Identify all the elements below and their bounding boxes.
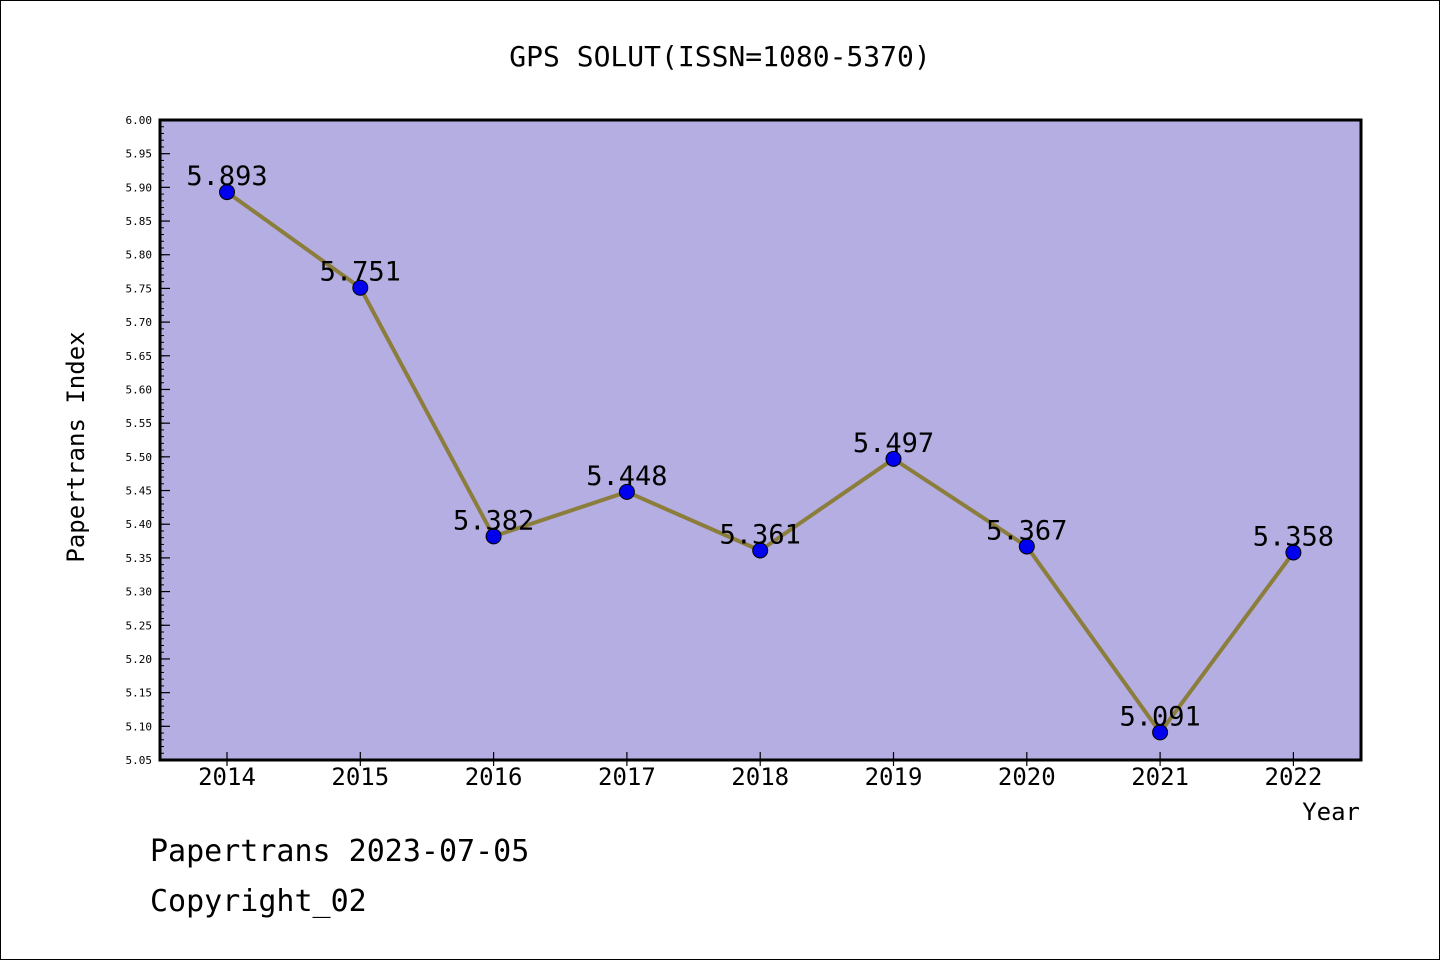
y-tick-label: 5.20 — [126, 653, 153, 666]
footer-copyright-text: Copyright_02 — [150, 884, 367, 919]
data-label: 5.367 — [986, 515, 1067, 546]
data-label: 5.448 — [586, 461, 667, 492]
data-point — [752, 542, 769, 559]
y-tick-label: 5.85 — [126, 215, 153, 228]
chart-title: GPS SOLUT(ISSN=1080-5370) — [509, 40, 930, 73]
y-tick-label: 5.30 — [126, 586, 153, 599]
y-tick-label: 5.25 — [126, 619, 153, 632]
x-tick-label: 2022 — [1265, 763, 1323, 791]
data-label: 5.382 — [453, 505, 534, 536]
x-tick-label: 2016 — [465, 763, 523, 791]
x-tick-label: 2019 — [865, 763, 923, 791]
plot-background — [160, 120, 1361, 760]
data-point — [1018, 538, 1035, 555]
y-tick-label: 5.95 — [126, 148, 153, 161]
x-axis-label: Year — [1302, 798, 1360, 826]
data-point — [885, 450, 902, 467]
data-point — [485, 528, 502, 545]
y-tick-label: 5.50 — [126, 451, 153, 464]
data-label: 5.091 — [1119, 701, 1200, 732]
y-tick-label: 5.05 — [126, 754, 153, 767]
data-point — [1152, 724, 1169, 741]
y-tick-label: 5.75 — [126, 282, 153, 295]
y-tick-label: 5.10 — [126, 720, 153, 733]
data-label: 5.497 — [853, 428, 934, 459]
x-tick-label: 2015 — [331, 763, 389, 791]
data-label: 5.893 — [186, 161, 267, 192]
data-label: 5.358 — [1253, 522, 1334, 553]
x-tick-label: 2021 — [1131, 763, 1189, 791]
data-point — [618, 483, 635, 500]
x-tick-label: 2017 — [598, 763, 656, 791]
y-tick-label: 5.55 — [126, 417, 153, 430]
y-tick-label: 5.40 — [126, 518, 153, 531]
y-tick-label: 5.45 — [126, 485, 153, 498]
y-tick-label: 5.15 — [126, 687, 153, 700]
y-axis-label: Papertrans Index — [62, 331, 90, 562]
y-tick-label: 6.00 — [126, 114, 153, 127]
x-tick-label: 2020 — [998, 763, 1056, 791]
x-tick-label: 2014 — [198, 763, 256, 791]
y-tick-label: 5.65 — [126, 350, 153, 363]
x-tick-label: 2018 — [731, 763, 789, 791]
data-point — [1285, 544, 1302, 561]
y-tick-label: 5.90 — [126, 181, 153, 194]
footer-date-text: Papertrans 2023-07-05 — [150, 834, 530, 869]
plot-border — [158, 118, 1363, 762]
data-point — [352, 279, 369, 296]
y-tick-label: 5.35 — [126, 552, 153, 565]
data-label: 5.751 — [320, 257, 401, 288]
data-label: 5.361 — [720, 519, 801, 550]
y-tick-label: 5.70 — [126, 316, 153, 329]
y-tick-label: 5.80 — [126, 249, 153, 262]
y-tick-label: 5.60 — [126, 383, 153, 396]
data-point — [219, 184, 235, 201]
